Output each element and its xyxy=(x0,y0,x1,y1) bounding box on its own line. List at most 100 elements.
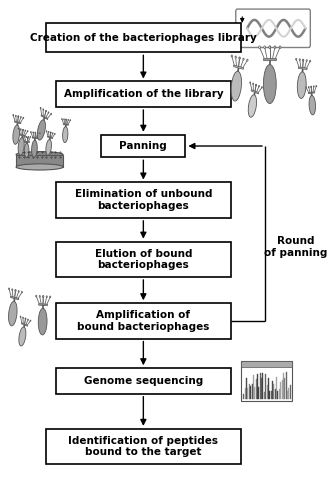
Circle shape xyxy=(25,318,26,319)
Ellipse shape xyxy=(19,327,26,346)
Circle shape xyxy=(259,85,260,87)
Circle shape xyxy=(269,46,271,48)
Polygon shape xyxy=(24,141,29,142)
Ellipse shape xyxy=(37,120,45,140)
Circle shape xyxy=(243,58,244,60)
Circle shape xyxy=(259,46,261,48)
Circle shape xyxy=(274,46,276,48)
Circle shape xyxy=(247,59,248,61)
Circle shape xyxy=(23,117,24,119)
Bar xyxy=(16,155,63,167)
Circle shape xyxy=(30,131,31,133)
Circle shape xyxy=(310,60,311,62)
Circle shape xyxy=(50,296,51,298)
Text: Panning: Panning xyxy=(120,141,167,151)
Circle shape xyxy=(25,130,26,131)
Ellipse shape xyxy=(46,139,51,155)
Text: Round
of panning: Round of panning xyxy=(264,236,327,258)
Circle shape xyxy=(15,289,16,291)
Circle shape xyxy=(39,133,40,134)
Circle shape xyxy=(8,288,10,289)
Circle shape xyxy=(239,57,240,59)
Circle shape xyxy=(39,295,40,297)
Circle shape xyxy=(20,316,21,317)
Circle shape xyxy=(299,59,300,61)
Circle shape xyxy=(253,83,254,84)
Circle shape xyxy=(303,59,304,61)
Circle shape xyxy=(316,85,317,87)
Text: Amplification of
bound bacteriophages: Amplification of bound bacteriophages xyxy=(77,310,209,331)
Circle shape xyxy=(303,59,304,61)
Circle shape xyxy=(54,133,55,134)
Polygon shape xyxy=(264,58,276,60)
Circle shape xyxy=(45,110,46,112)
FancyBboxPatch shape xyxy=(236,9,310,47)
Ellipse shape xyxy=(32,140,37,157)
Circle shape xyxy=(231,55,232,57)
Circle shape xyxy=(306,60,307,61)
Circle shape xyxy=(20,117,21,118)
Text: Creation of the bacteriophages library: Creation of the bacteriophages library xyxy=(30,33,257,42)
Circle shape xyxy=(308,86,309,88)
Bar xyxy=(56,242,231,277)
Circle shape xyxy=(256,84,257,86)
Circle shape xyxy=(43,295,44,297)
Text: Amplification of the library: Amplification of the library xyxy=(63,89,223,99)
Circle shape xyxy=(26,136,27,137)
Circle shape xyxy=(30,320,31,322)
Circle shape xyxy=(46,296,47,297)
Circle shape xyxy=(18,128,19,129)
Text: Elution of bound
bacteriophages: Elution of bound bacteriophages xyxy=(95,248,192,270)
Circle shape xyxy=(24,136,25,137)
Circle shape xyxy=(235,56,236,58)
Text: Identification of peptides
bound to the target: Identification of peptides bound to the … xyxy=(68,436,218,457)
Circle shape xyxy=(256,84,257,86)
Polygon shape xyxy=(21,323,28,326)
Bar xyxy=(46,429,240,464)
Circle shape xyxy=(311,86,312,87)
Polygon shape xyxy=(298,67,307,70)
Circle shape xyxy=(25,318,26,319)
Circle shape xyxy=(48,112,49,113)
Text: Elimination of unbound
bacteriophages: Elimination of unbound bacteriophages xyxy=(74,189,212,211)
Circle shape xyxy=(15,115,16,117)
Ellipse shape xyxy=(297,72,306,98)
Polygon shape xyxy=(308,92,315,94)
Ellipse shape xyxy=(16,152,63,158)
Circle shape xyxy=(12,289,13,290)
Ellipse shape xyxy=(18,138,24,155)
Circle shape xyxy=(18,116,19,117)
Polygon shape xyxy=(39,304,47,306)
Circle shape xyxy=(313,86,314,87)
Circle shape xyxy=(306,87,307,88)
Polygon shape xyxy=(41,115,48,120)
Circle shape xyxy=(43,109,44,110)
Ellipse shape xyxy=(13,125,20,144)
Text: Genome sequencing: Genome sequencing xyxy=(84,376,203,386)
Circle shape xyxy=(311,86,312,87)
Circle shape xyxy=(43,295,44,297)
Bar xyxy=(56,182,231,218)
Circle shape xyxy=(36,295,37,297)
Bar xyxy=(46,23,240,52)
Circle shape xyxy=(26,136,27,137)
Polygon shape xyxy=(19,134,25,136)
Circle shape xyxy=(51,113,52,115)
Circle shape xyxy=(28,136,29,137)
Circle shape xyxy=(296,58,297,60)
Circle shape xyxy=(61,119,62,120)
Ellipse shape xyxy=(62,126,68,143)
Bar xyxy=(101,135,185,158)
Ellipse shape xyxy=(24,143,29,158)
Circle shape xyxy=(50,132,51,133)
Polygon shape xyxy=(251,90,259,94)
Polygon shape xyxy=(14,121,21,124)
Polygon shape xyxy=(63,124,68,125)
Bar xyxy=(56,82,231,107)
Circle shape xyxy=(269,46,271,48)
Circle shape xyxy=(46,131,47,132)
Circle shape xyxy=(18,116,19,117)
Ellipse shape xyxy=(309,95,316,115)
Circle shape xyxy=(50,132,51,133)
Ellipse shape xyxy=(16,164,63,170)
